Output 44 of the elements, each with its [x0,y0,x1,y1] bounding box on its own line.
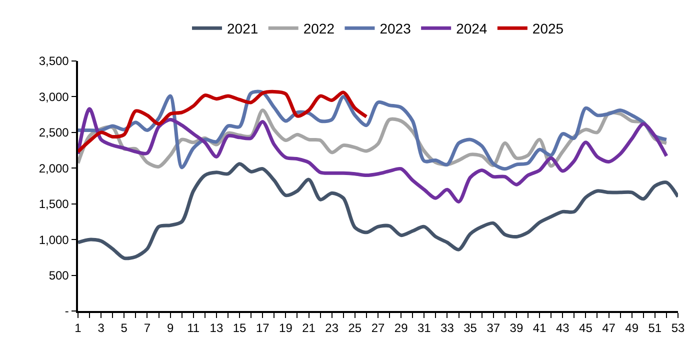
legend-label: 2021 [227,20,258,37]
line-series [78,107,668,204]
x-tick-label: 37 [486,321,500,336]
x-tick-label: 41 [532,321,547,336]
x-tick-label: 39 [510,321,524,336]
x-tick-label: 3 [98,321,105,336]
x-tick-label: 15 [232,321,247,336]
legend-label: 2023 [380,20,412,37]
line-series [78,162,678,260]
x-tick-label: 11 [187,321,200,336]
x-tick-label: 19 [279,321,293,336]
x-tick-label: 27 [371,321,385,336]
y-tick-label: 3,500 [38,54,70,68]
line-series [78,90,368,154]
x-tick-label: 7 [144,321,151,336]
x-tick-label: 35 [464,321,478,336]
x-tick-label: 9 [166,321,174,336]
x-tick-label: 29 [394,321,408,336]
legend-label: 2025 [532,20,564,37]
x-tick-label: 25 [348,321,362,336]
y-tick-label: 2,500 [38,126,70,140]
x-tick-label: 45 [579,321,593,336]
legend-label: 2022 [303,20,335,37]
x-tick-label: 49 [625,321,639,336]
x-tick-label: 13 [210,321,224,336]
legend-label: 2024 [456,20,488,37]
x-tick-label: 23 [325,321,339,336]
y-tick-label: 1,500 [38,197,70,212]
x-tick-label: 1 [74,321,82,336]
y-tick-label: - [64,304,69,318]
x-tick-label: 5 [120,321,128,336]
line-series [78,90,668,171]
y-tick-label: 2,000 [38,161,70,176]
y-tick-label: 500 [48,268,70,282]
x-tick-label: 17 [256,321,270,336]
x-tick-label: 21 [302,321,316,336]
x-tick-label: 53 [671,321,685,336]
x-tick-label: 31 [417,321,432,336]
x-tick-label: 43 [556,321,570,336]
y-tick-label: 1,000 [38,232,70,247]
y-tick-label: 3,000 [38,90,70,104]
x-tick-label: 51 [648,321,662,336]
x-tick-label: 33 [440,321,454,336]
x-tick-label: 47 [602,321,616,336]
